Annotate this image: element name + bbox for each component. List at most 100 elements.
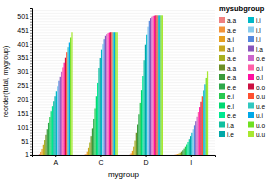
grid-line bbox=[32, 66, 215, 67]
legend-swatch bbox=[248, 36, 254, 42]
y-tick-label: 351 bbox=[17, 54, 29, 61]
y-tick bbox=[30, 105, 32, 106]
bar bbox=[67, 47, 68, 155]
legend-item: i.l bbox=[248, 27, 261, 34]
legend-item: u.u bbox=[248, 131, 265, 138]
y-tick bbox=[30, 38, 32, 39]
bar bbox=[48, 123, 49, 155]
y-tick-mark bbox=[30, 102, 32, 103]
y-tick bbox=[30, 60, 32, 61]
bar bbox=[53, 101, 54, 155]
y-tick bbox=[30, 110, 32, 111]
legend-item: o.e bbox=[248, 55, 265, 62]
grid-line bbox=[32, 46, 215, 47]
legend-swatch bbox=[219, 55, 225, 61]
bar bbox=[153, 16, 154, 155]
y-tick: 101 bbox=[17, 124, 32, 131]
y-tick bbox=[30, 116, 32, 117]
grid-line bbox=[32, 60, 215, 61]
y-tick bbox=[30, 138, 32, 139]
y-tick-mark bbox=[30, 44, 32, 45]
grid-line bbox=[32, 38, 215, 39]
bar bbox=[159, 15, 160, 155]
bar bbox=[149, 21, 150, 155]
legend-label: i.a bbox=[227, 122, 234, 129]
y-tick-mark bbox=[30, 94, 32, 95]
legend-swatch bbox=[219, 84, 225, 90]
y-tick bbox=[30, 22, 32, 23]
bar bbox=[64, 63, 65, 155]
bar bbox=[142, 76, 143, 155]
y-tick-mark bbox=[30, 77, 32, 78]
bar bbox=[134, 141, 135, 155]
y-axis: 151101151201251301351401451501 bbox=[17, 9, 32, 159]
grid-line bbox=[32, 52, 215, 53]
legend-swatch bbox=[219, 112, 225, 118]
grid-line bbox=[32, 77, 215, 78]
bar bbox=[184, 149, 185, 155]
legend-swatch bbox=[219, 74, 225, 80]
bar bbox=[58, 81, 59, 155]
grid-line bbox=[32, 10, 215, 11]
y-tick-mark bbox=[30, 52, 32, 53]
x-axis: ACDI bbox=[33, 155, 216, 166]
bar bbox=[187, 142, 188, 155]
bar bbox=[185, 147, 186, 155]
y-tick-label: 451 bbox=[17, 27, 29, 34]
bar bbox=[44, 140, 45, 155]
x-axis-title: mygroup bbox=[108, 170, 140, 179]
bar bbox=[93, 119, 94, 155]
legend-item: a.a bbox=[219, 17, 236, 24]
legend-swatch bbox=[248, 74, 254, 80]
legend-swatch bbox=[219, 17, 225, 23]
y-tick-mark bbox=[30, 80, 32, 81]
legend-label: a.a bbox=[227, 17, 236, 24]
y-tick-mark bbox=[30, 135, 32, 136]
y-tick-mark bbox=[30, 121, 32, 122]
bar bbox=[104, 39, 105, 155]
grid-line bbox=[32, 71, 215, 72]
legend-swatch bbox=[248, 93, 254, 99]
y-tick bbox=[30, 69, 32, 70]
bar bbox=[180, 153, 181, 155]
legend-label: l.i bbox=[256, 36, 261, 43]
legend-swatch bbox=[219, 65, 225, 71]
y-tick bbox=[30, 108, 32, 109]
bar bbox=[154, 16, 155, 155]
grid-line bbox=[32, 35, 215, 36]
legend-label: e.e bbox=[227, 112, 236, 119]
bar bbox=[136, 133, 137, 155]
y-tick bbox=[30, 135, 32, 136]
bar bbox=[203, 90, 204, 155]
y-tick-mark bbox=[30, 27, 32, 28]
y-tick-mark bbox=[30, 127, 32, 128]
legend-item: i.e bbox=[219, 131, 234, 138]
legend-item: a.i bbox=[219, 36, 234, 43]
bar bbox=[43, 145, 44, 155]
y-tick-mark bbox=[30, 144, 32, 145]
x-tick-mark bbox=[100, 155, 101, 157]
bar bbox=[62, 67, 63, 155]
x-tick: C bbox=[98, 155, 103, 166]
y-axis-title: reorder(total, mygroup) bbox=[2, 46, 10, 118]
legend-label: i.l bbox=[256, 27, 261, 34]
y-tick-label: 151 bbox=[17, 110, 29, 117]
legend-item: l.i bbox=[248, 36, 261, 43]
y-tick-label: 251 bbox=[17, 82, 29, 89]
legend-label: a.i bbox=[227, 36, 234, 43]
bar bbox=[137, 125, 138, 155]
y-tick bbox=[30, 119, 32, 120]
y-tick bbox=[30, 74, 32, 75]
grid-line bbox=[32, 27, 215, 28]
bar bbox=[47, 129, 48, 155]
y-tick-mark bbox=[30, 124, 32, 125]
bar bbox=[151, 17, 152, 155]
bar bbox=[174, 154, 175, 155]
x-tick: D bbox=[144, 155, 149, 166]
y-tick-mark bbox=[30, 99, 32, 100]
bar bbox=[92, 128, 93, 155]
bar bbox=[45, 135, 46, 155]
y-tick: 1 bbox=[25, 151, 32, 158]
legend-swatch bbox=[219, 103, 225, 109]
grid-line bbox=[32, 74, 215, 75]
